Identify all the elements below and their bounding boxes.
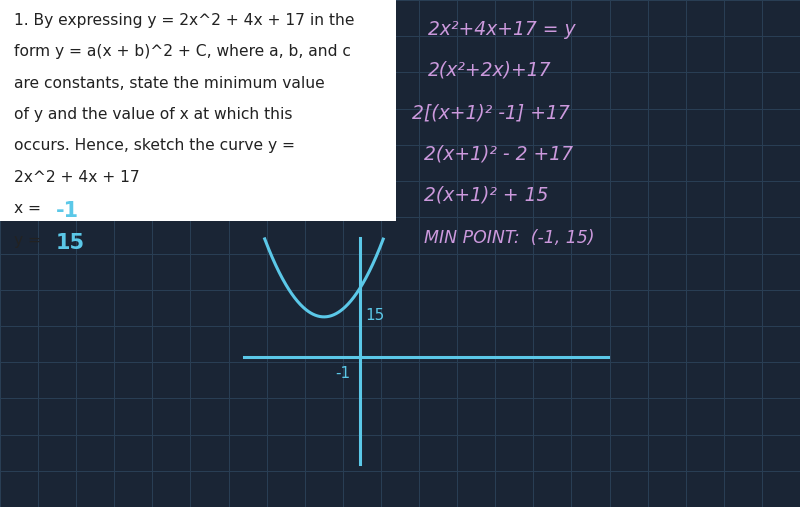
Text: 2x²+4x+17 = y: 2x²+4x+17 = y [428, 20, 576, 39]
Text: -1: -1 [335, 366, 350, 381]
Text: 2(x+1)² - 2 +17: 2(x+1)² - 2 +17 [424, 144, 573, 163]
Text: 2(x+1)² + 15: 2(x+1)² + 15 [424, 185, 548, 204]
Text: -1: -1 [56, 201, 79, 221]
Text: form y = a(x + b)^2 + C, where a, b, and c: form y = a(x + b)^2 + C, where a, b, and… [14, 44, 351, 59]
Text: y =: y = [14, 233, 46, 248]
Text: 1. By expressing y = 2x^2 + 4x + 17 in the: 1. By expressing y = 2x^2 + 4x + 17 in t… [14, 13, 355, 28]
Text: 2x^2 + 4x + 17: 2x^2 + 4x + 17 [14, 170, 140, 185]
Text: of y and the value of x at which this: of y and the value of x at which this [14, 107, 293, 122]
Text: 15: 15 [366, 308, 385, 323]
Text: occurs. Hence, sketch the curve y =: occurs. Hence, sketch the curve y = [14, 138, 295, 154]
Text: are constants, state the minimum value: are constants, state the minimum value [14, 76, 325, 91]
FancyBboxPatch shape [0, 0, 396, 221]
Text: x =: x = [14, 201, 46, 216]
Text: 2(x²+2x)+17: 2(x²+2x)+17 [428, 61, 551, 80]
Text: 15: 15 [56, 233, 85, 252]
Text: 2[(x+1)² -1] +17: 2[(x+1)² -1] +17 [412, 104, 570, 123]
Text: MIN POINT:  (-1, 15): MIN POINT: (-1, 15) [424, 229, 594, 247]
